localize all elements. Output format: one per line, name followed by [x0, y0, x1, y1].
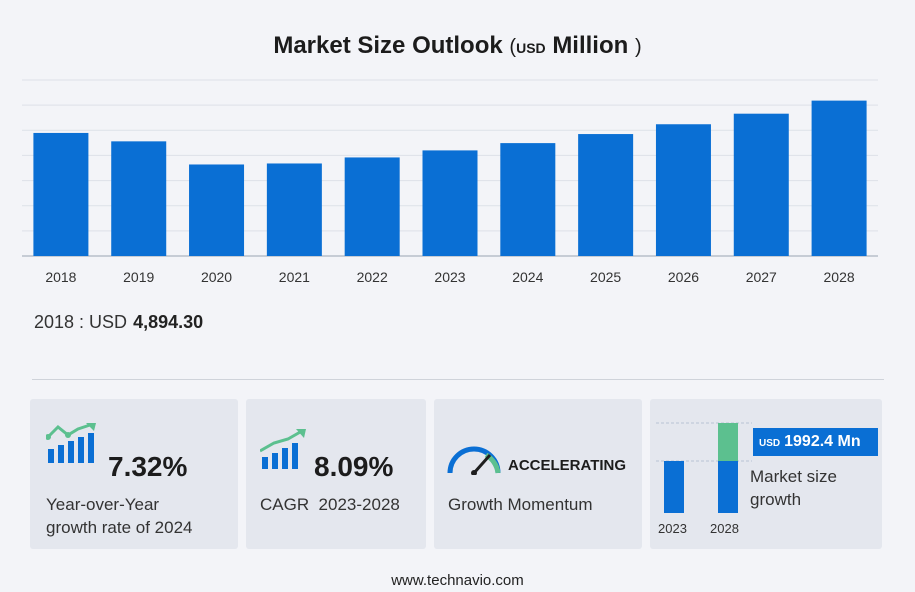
base-year-label: 2018 : USD — [34, 312, 128, 332]
growth-chart-icon — [46, 423, 96, 463]
title-paren-close: ) — [634, 36, 642, 58]
x-tick-label: 2018 — [45, 269, 76, 285]
cagr-value: 8.09% — [314, 451, 394, 482]
base-year-value: 2018 : USD 4,894.30 — [34, 312, 203, 333]
growth-label: Market size growth — [750, 465, 837, 511]
yoy-card: 7.32% Year-over-Year growth rate of 2024 — [30, 399, 238, 549]
bar-2018 — [33, 132, 89, 256]
x-tick-label: 2027 — [746, 269, 777, 285]
speedometer-icon — [447, 446, 501, 475]
title-unit-currency: USD — [516, 40, 546, 56]
x-tick-label: 2020 — [201, 269, 232, 285]
x-tick-label: 2019 — [123, 269, 154, 285]
growth-year-end: 2028 — [710, 521, 739, 536]
title-paren-open: ( — [509, 36, 517, 58]
bar-chart: 2018 2019 2020 2021 2022 2023 2024 2025 2026 2027… — [22, 79, 878, 285]
x-tick-label: 2023 — [434, 269, 465, 285]
cagr-label: CAGR 2023-2028 — [260, 495, 400, 514]
bar-2027 — [733, 113, 789, 256]
base-year-amount: 4,894.30 — [133, 312, 204, 332]
x-tick-label: 2022 — [357, 269, 388, 285]
bar-2020 — [189, 164, 245, 256]
footer-site: www.technavio.com — [391, 572, 524, 589]
yoy-value: 7.32% — [108, 451, 188, 482]
bar-2028 — [811, 100, 867, 256]
growth-comparison-icon — [656, 422, 752, 513]
x-tick-label: 2025 — [590, 269, 621, 285]
growth-year-start: 2023 — [658, 521, 687, 536]
growth-badge: USD 1992.4 Mn — [753, 428, 878, 456]
bar-2019 — [111, 141, 167, 256]
growth-label-line2: growth — [750, 490, 802, 509]
bar-2023 — [422, 150, 478, 256]
bar-2024 — [500, 143, 556, 256]
rising-bars-icon — [260, 429, 306, 469]
momentum-value: ACCELERATING — [508, 457, 627, 474]
section-divider — [32, 379, 884, 380]
yoy-label: Year-over-Year growth rate of 2024 — [46, 493, 192, 539]
growth-badge-currency: USD — [759, 438, 781, 449]
yoy-label-line1: Year-over-Year — [46, 495, 160, 514]
yoy-label-line2: growth rate of 2024 — [46, 518, 193, 537]
growth-card: 2023 2028 Market size growth — [650, 399, 882, 549]
x-tick-label: 2024 — [512, 269, 543, 285]
bar-2025 — [578, 134, 634, 256]
chart-title: Market Size Outlook (USD Million ) — [0, 32, 915, 60]
momentum-label: Growth Momentum — [448, 495, 593, 514]
title-unit-scale: Million — [552, 32, 629, 59]
bar-2021 — [266, 163, 322, 256]
cagr-card: 8.09% CAGR 2023-2028 — [246, 399, 426, 549]
growth-badge-value: 1992.4 Mn — [784, 433, 861, 450]
title-main: Market Size Outlook — [273, 32, 503, 59]
growth-label-line1: Market size — [750, 467, 837, 486]
x-tick-label: 2021 — [279, 269, 310, 285]
momentum-card: ACCELERATING Growth Momentum — [434, 399, 642, 549]
x-tick-label: 2026 — [668, 269, 699, 285]
bar-2026 — [655, 124, 711, 256]
bar-2022 — [344, 157, 400, 256]
x-tick-label: 2028 — [824, 269, 855, 285]
